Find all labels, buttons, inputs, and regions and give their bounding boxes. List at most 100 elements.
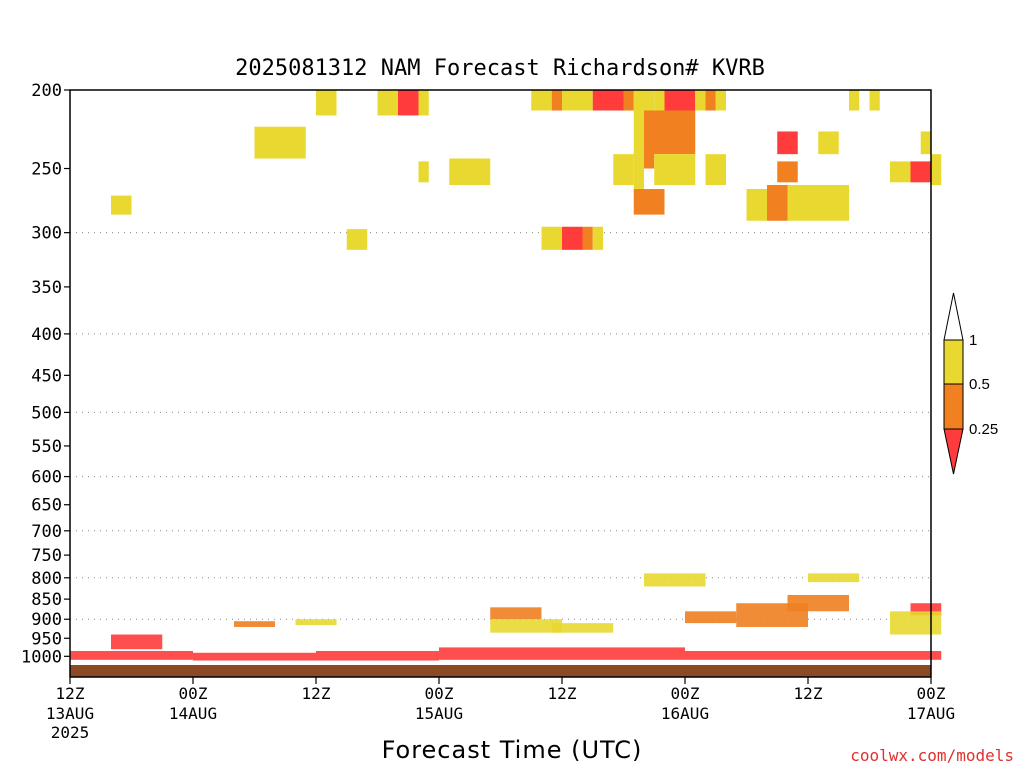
ri-cell-13 bbox=[562, 90, 593, 111]
colorbar-label-0-25: 0.25 bbox=[969, 421, 998, 438]
data-cells bbox=[70, 90, 942, 661]
bl-band-11 bbox=[490, 619, 562, 633]
ri-cell-7 bbox=[346, 229, 368, 250]
ri-cell-2 bbox=[398, 90, 419, 116]
ri-cell-16 bbox=[633, 90, 655, 111]
ri-cell-27 bbox=[633, 189, 665, 215]
x-tick-date: 13AUG bbox=[46, 704, 94, 723]
y-tick-label-1000: 1000 bbox=[21, 647, 62, 667]
x-tick-label: 00Z bbox=[671, 684, 700, 703]
x-tick-year: 2025 bbox=[51, 723, 90, 742]
colorbar-top-arrow bbox=[943, 292, 964, 341]
ri-cell-0 bbox=[316, 90, 337, 116]
x-tick-label: 12Z bbox=[794, 684, 823, 703]
x-tick-label: 12Z bbox=[302, 684, 331, 703]
bl-band-17 bbox=[644, 573, 706, 587]
bl-band-3 bbox=[439, 647, 562, 660]
y-tick-label-800: 800 bbox=[31, 569, 62, 589]
y-tick-label-600: 600 bbox=[31, 468, 62, 488]
y-tick-label-950: 950 bbox=[31, 629, 62, 649]
ri-cell-36 bbox=[746, 189, 767, 221]
x-axis-label: Forecast Time (UTC) bbox=[382, 736, 643, 764]
colorbar-swatch-orange bbox=[943, 383, 964, 430]
bl-band-8 bbox=[234, 621, 275, 627]
ri-cell-12 bbox=[551, 90, 562, 111]
bl-band-15 bbox=[787, 594, 849, 612]
y-tick-label-550: 550 bbox=[31, 437, 62, 457]
ri-cell-35 bbox=[767, 185, 788, 221]
ri-cell-19 bbox=[695, 90, 706, 111]
x-tick-label: 00Z bbox=[425, 684, 454, 703]
ri-cell-29 bbox=[541, 226, 562, 250]
x-tick-label: 12Z bbox=[548, 684, 577, 703]
ri-cell-25 bbox=[654, 154, 696, 186]
colorbar-bottom-arrow bbox=[943, 428, 964, 475]
ri-cell-34 bbox=[777, 161, 798, 183]
ri-cell-40 bbox=[890, 161, 911, 183]
bl-band-7 bbox=[111, 634, 163, 650]
credit-text: coolwx.com/models bbox=[850, 746, 1014, 765]
ground-surface bbox=[70, 665, 931, 677]
bl-band-12 bbox=[551, 623, 614, 633]
chart-title: 2025081312 NAM Forecast Richardson# KVRB bbox=[235, 56, 765, 81]
bl-band-1 bbox=[193, 652, 316, 661]
y-tick-label-500: 500 bbox=[31, 403, 62, 423]
ri-cell-43 bbox=[849, 90, 860, 111]
ri-cell-21 bbox=[715, 90, 726, 111]
ri-cell-6 bbox=[111, 195, 132, 215]
ri-cell-42 bbox=[920, 131, 931, 155]
y-tick-label-650: 650 bbox=[31, 496, 62, 516]
colorbar-label-1: 1 bbox=[969, 332, 977, 349]
ri-cell-26 bbox=[613, 154, 634, 186]
y-tick-label-750: 750 bbox=[31, 546, 62, 566]
ri-cell-32 bbox=[592, 226, 603, 250]
ri-cell-37 bbox=[787, 185, 849, 221]
bl-band-19 bbox=[890, 611, 942, 635]
ri-cell-11 bbox=[531, 90, 552, 111]
colorbar-swatch-yellow bbox=[943, 339, 964, 385]
ri-cell-30 bbox=[562, 226, 583, 250]
ri-cell-31 bbox=[582, 226, 593, 250]
gridlines bbox=[70, 232, 931, 620]
ri-cell-14 bbox=[592, 90, 624, 111]
y-tick-label-900: 900 bbox=[31, 610, 62, 630]
y-tick-label-700: 700 bbox=[31, 522, 62, 542]
colorbar-label-0-5: 0.5 bbox=[969, 376, 990, 393]
bl-band-6 bbox=[808, 650, 942, 660]
x-tick-date: 14AUG bbox=[169, 704, 217, 723]
ri-cell-39 bbox=[910, 161, 931, 183]
x-tick-label: 00Z bbox=[917, 684, 946, 703]
plot-frame bbox=[69, 89, 932, 678]
color-legend: 0.25 0.5 1 bbox=[943, 292, 998, 475]
y-tick-label-350: 350 bbox=[31, 278, 62, 298]
bl-band-13 bbox=[685, 611, 737, 624]
y-axis: 200 250 300 350 400 450 500 550 600 650 700 750 8008… bbox=[21, 81, 70, 667]
x-tick-date: 15AUG bbox=[415, 704, 463, 723]
ri-cell-8 bbox=[418, 161, 429, 183]
x-tick-date: 16AUG bbox=[661, 704, 709, 723]
y-tick-label-200: 200 bbox=[31, 81, 62, 101]
x-tick-label: 00Z bbox=[179, 684, 208, 703]
y-tick-label-450: 450 bbox=[31, 366, 62, 386]
ri-cell-5 bbox=[254, 126, 306, 159]
ri-cell-22 bbox=[633, 110, 644, 190]
bl-band-9 bbox=[295, 619, 337, 626]
ri-cell-24 bbox=[644, 110, 696, 155]
bl-band-10 bbox=[490, 607, 542, 620]
ri-cell-10 bbox=[449, 158, 491, 186]
ri-cell-18 bbox=[664, 90, 696, 111]
bl-band-2 bbox=[316, 650, 439, 661]
ri-cell-41 bbox=[931, 154, 942, 186]
y-tick-label-250: 250 bbox=[31, 160, 62, 180]
y-tick-label-300: 300 bbox=[31, 224, 62, 244]
x-tick-date: 17AUG bbox=[907, 704, 955, 723]
ri-cell-15 bbox=[623, 90, 634, 111]
y-tick-label-850: 850 bbox=[31, 590, 62, 610]
ri-cell-3 bbox=[418, 90, 429, 116]
x-tick-label: 12Z bbox=[56, 684, 85, 703]
ri-cell-20 bbox=[705, 90, 716, 111]
ri-cell-38 bbox=[818, 131, 839, 155]
bl-band-5 bbox=[685, 650, 808, 660]
